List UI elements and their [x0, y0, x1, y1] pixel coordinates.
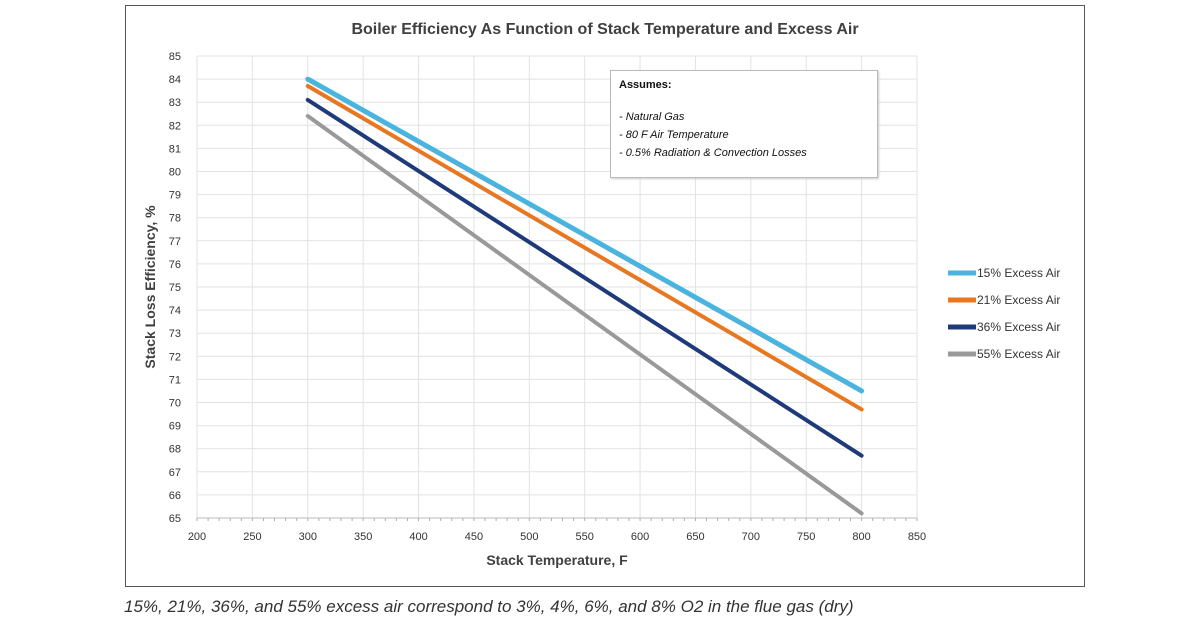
assumption-line: - 0.5% Radiation & Convection Losses [619, 147, 807, 159]
y-tick-label: 83 [169, 97, 181, 109]
y-tick-label: 76 [169, 259, 181, 271]
y-tick-label: 72 [169, 351, 181, 363]
y-tick-label: 65 [169, 513, 181, 525]
x-tick-label: 400 [409, 531, 427, 543]
y-tick-label: 75 [169, 282, 181, 294]
assumptions-box: Assumes: - Natural Gas - 80 F Air Temper… [610, 70, 878, 178]
y-tick-label: 71 [169, 374, 181, 386]
y-tick-label: 78 [169, 213, 181, 225]
x-tick-label: 850 [908, 531, 926, 543]
y-tick-label: 69 [169, 421, 181, 433]
assumptions-heading: Assumes: [619, 79, 672, 91]
series-line [305, 76, 865, 394]
chart-title: Boiler Efficiency As Function of Stack T… [351, 21, 858, 38]
x-tick-label: 250 [243, 531, 261, 543]
assumption-line: - Natural Gas [619, 111, 685, 123]
y-tick-label: 74 [169, 305, 181, 317]
caption: 15%, 21%, 36%, and 55% excess air corres… [124, 597, 854, 616]
x-tick-label: 600 [631, 531, 649, 543]
x-axis-label: Stack Temperature, F [486, 552, 628, 568]
x-tick-label: 450 [465, 531, 483, 543]
legend-label: 36% Excess Air [977, 320, 1060, 334]
y-tick-label: 70 [169, 398, 181, 410]
y-axis-label: Stack Loss Efficiency, % [142, 205, 158, 369]
series-line [305, 114, 864, 516]
y-tick-label: 66 [169, 490, 181, 502]
x-tick-label: 300 [299, 531, 317, 543]
legend-label: 21% Excess Air [977, 293, 1060, 307]
y-tick-label: 85 [169, 51, 181, 63]
x-tick-label: 650 [686, 531, 704, 543]
legend-label: 15% Excess Air [977, 266, 1060, 280]
y-tick-label: 73 [169, 328, 181, 340]
y-tick-label: 77 [169, 236, 181, 248]
series-line [305, 97, 864, 458]
y-tick-label: 80 [169, 167, 181, 179]
x-tick-label: 800 [852, 531, 870, 543]
assumption-line: - 80 F Air Temperature [619, 129, 729, 141]
x-tick-label: 750 [797, 531, 815, 543]
y-tick-label: 81 [169, 143, 181, 155]
x-tick-label: 700 [742, 531, 760, 543]
x-tick-label: 200 [188, 531, 206, 543]
legend-label: 55% Excess Air [977, 347, 1060, 361]
x-tick-label: 350 [354, 531, 372, 543]
y-tick-label: 79 [169, 190, 181, 202]
series-line [305, 84, 864, 412]
x-tick-label: 550 [576, 531, 594, 543]
y-tick-label: 84 [169, 74, 181, 86]
x-tick-label: 500 [520, 531, 538, 543]
y-tick-label: 67 [169, 467, 181, 479]
y-tick-label: 68 [169, 444, 181, 456]
y-tick-label: 82 [169, 120, 181, 132]
